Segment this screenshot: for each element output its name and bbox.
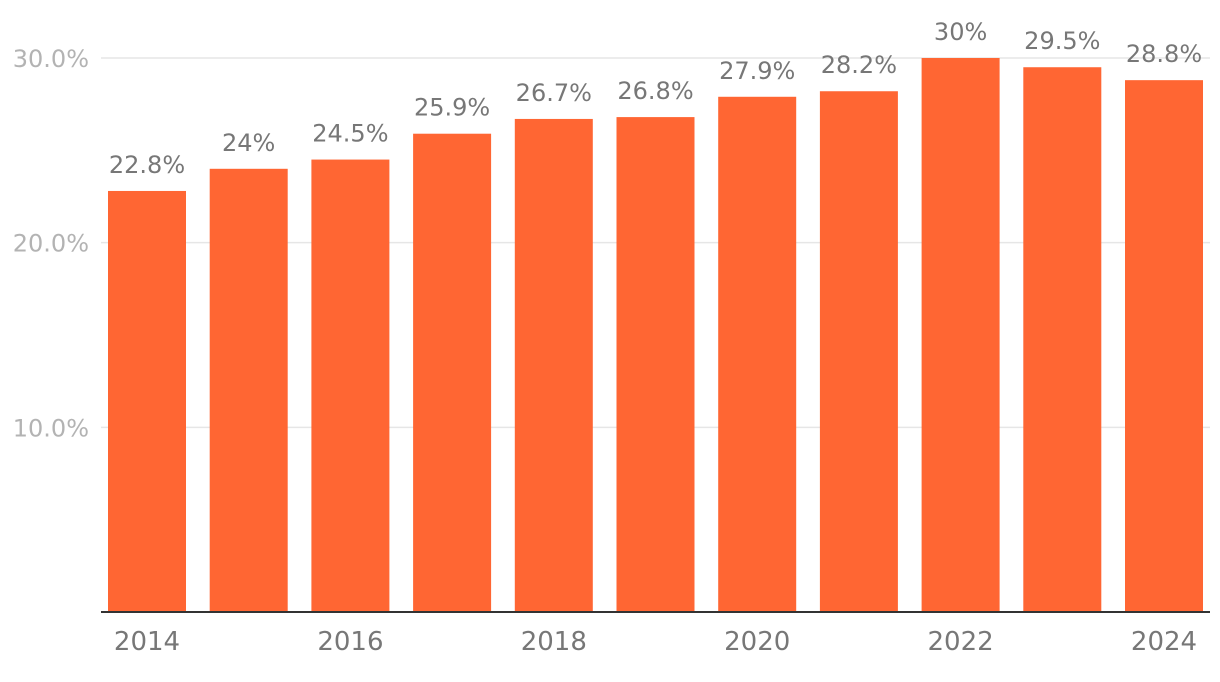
data-label-2021: 28.2% xyxy=(821,51,897,79)
x-tick-label: 2020 xyxy=(724,627,790,657)
bar-2015 xyxy=(209,168,288,613)
bar-2024 xyxy=(1125,80,1203,612)
bar-2017 xyxy=(413,133,492,613)
y-tick-label: 10.0% xyxy=(13,414,89,442)
data-label-2019: 26.8% xyxy=(617,77,693,105)
data-label-2020: 27.9% xyxy=(719,57,795,85)
bar-2018 xyxy=(514,118,593,612)
x-tick-label: 2022 xyxy=(928,627,994,657)
x-tick-label: 2018 xyxy=(521,627,587,657)
data-label-2024: 28.8% xyxy=(1126,40,1202,68)
y-tick-label: 20.0% xyxy=(13,230,89,258)
data-label-2022: 30% xyxy=(934,18,987,46)
data-label-2015: 24% xyxy=(222,129,275,157)
y-tick-label: 30.0% xyxy=(13,45,89,73)
bars xyxy=(108,58,1203,613)
bar-2021 xyxy=(819,91,898,613)
data-labels: 22.8% 24% 24.5% 25.9% 26.7% 26.8% 27.9% 28.2% 30… xyxy=(109,18,1202,179)
bar-2020 xyxy=(718,96,797,612)
x-tick-label: 2016 xyxy=(317,627,383,657)
data-label-2018: 26.7% xyxy=(516,79,592,107)
bar-2023 xyxy=(1023,67,1102,612)
x-tick-label: 2014 xyxy=(114,627,180,657)
x-axis-ticks: 2014 2016 2018 2020 2022 2024 xyxy=(114,627,1197,657)
x-tick-label: 2024 xyxy=(1131,627,1197,657)
bar-2019 xyxy=(616,117,695,613)
bar-2014 xyxy=(108,190,186,612)
data-label-2023: 29.5% xyxy=(1024,27,1100,55)
bar-2016 xyxy=(311,159,390,613)
y-axis-ticks: 10.0% 20.0% 30.0% xyxy=(13,45,89,442)
data-label-2017: 25.9% xyxy=(414,94,490,122)
data-label-2014: 22.8% xyxy=(109,151,185,179)
data-label-2016: 24.5% xyxy=(312,120,388,148)
bar-2022 xyxy=(921,58,1000,612)
